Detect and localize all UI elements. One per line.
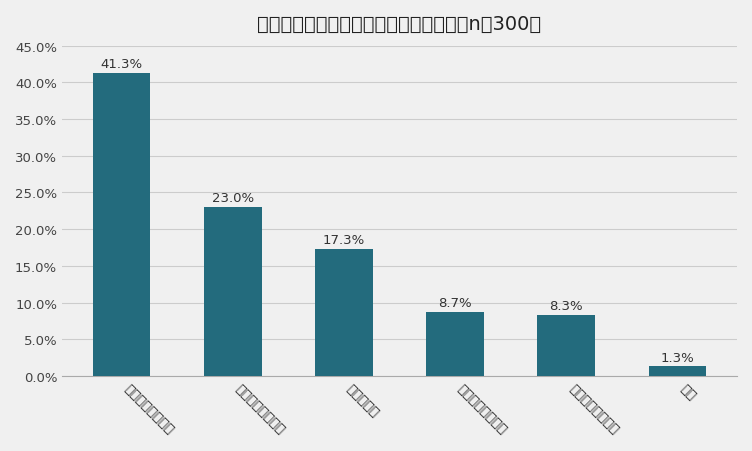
Bar xyxy=(648,367,706,376)
Text: 1.3%: 1.3% xyxy=(660,351,694,364)
Bar xyxy=(315,249,373,376)
Text: 17.3%: 17.3% xyxy=(323,234,365,247)
Text: 8.3%: 8.3% xyxy=(550,299,583,313)
Bar xyxy=(204,208,262,376)
Bar xyxy=(92,74,150,376)
Bar xyxy=(426,313,484,376)
Text: 8.7%: 8.7% xyxy=(438,297,472,309)
Text: 41.3%: 41.3% xyxy=(101,58,143,71)
Title: 自宅のトイレの種類はどれですか？　（n＝300）: 自宅のトイレの種類はどれですか？ （n＝300） xyxy=(257,15,541,34)
Text: 23.0%: 23.0% xyxy=(211,192,254,205)
Bar xyxy=(538,315,595,376)
